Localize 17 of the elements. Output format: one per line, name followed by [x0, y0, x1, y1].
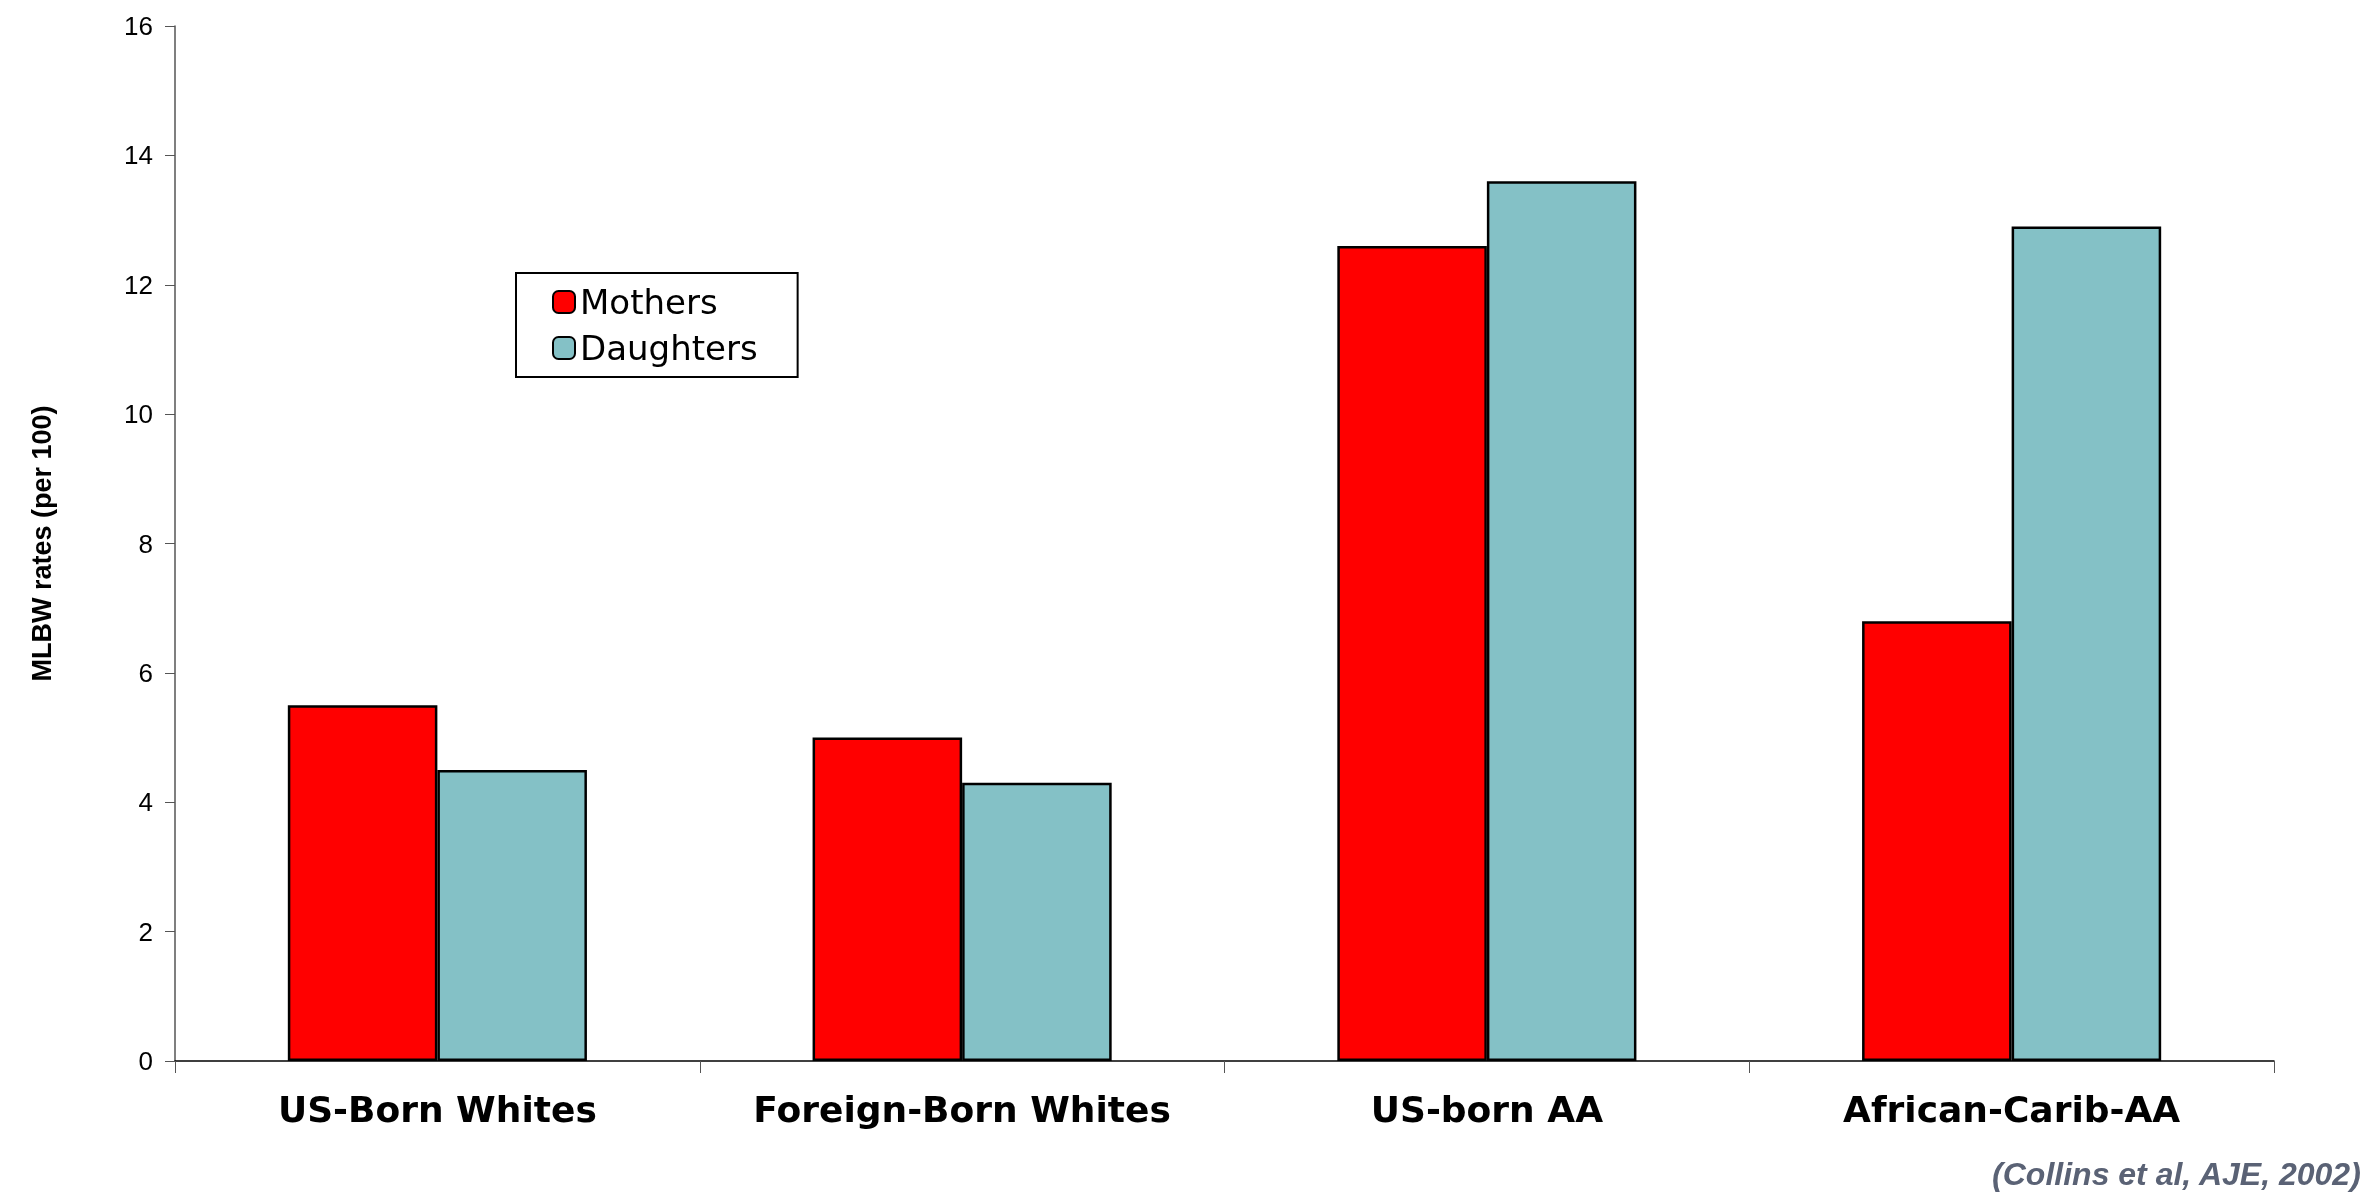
y-tick-label: 2 [138, 916, 153, 947]
y-tick-label: 4 [138, 787, 153, 818]
y-axis-title: MLBW rates (per 100) [26, 405, 57, 682]
y-tick-label: 16 [124, 11, 153, 41]
y-tick-label: 14 [124, 140, 153, 171]
y-tick-label: 8 [138, 528, 153, 559]
x-tick-label: African-Carib-AA [1843, 1088, 2181, 1130]
y-tick-label: 12 [124, 269, 153, 300]
y-tick-label: 0 [138, 1046, 153, 1076]
legend-label: Mothers [580, 282, 718, 322]
legend-label: Daughters [580, 328, 758, 368]
y-tick-label: 6 [138, 657, 153, 688]
x-tick-label: US-Born Whites [277, 1088, 597, 1130]
y-tick-label: 10 [124, 399, 153, 430]
x-tick-label: US-born AA [1370, 1088, 1604, 1130]
x-tick-label: Foreign-Born Whites [753, 1088, 1171, 1130]
text: (Collins et al, AJE, 2002) [1992, 1156, 2361, 1192]
